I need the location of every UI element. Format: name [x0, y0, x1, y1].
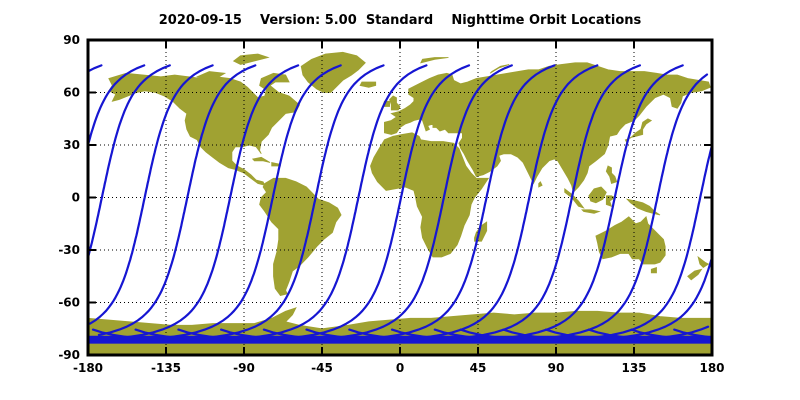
x-tick-label: 45 [470, 361, 487, 375]
x-tick-label: -180 [73, 361, 103, 375]
orbit-track [305, 64, 642, 342]
orbit-track [134, 64, 471, 342]
landmass-cuba [251, 156, 271, 163]
x-tick-label: 0 [396, 361, 404, 375]
landmass-novaya-zemlya [489, 64, 510, 74]
landmass-africa [370, 132, 490, 258]
landmass-sulawesi [605, 195, 616, 207]
y-tick-label: -60 [58, 296, 80, 310]
landmass-victoria-island [196, 71, 227, 79]
landmass-south-america [259, 177, 342, 296]
y-tick-label: 60 [63, 86, 80, 100]
landmass-new-zealand-south [687, 268, 703, 281]
orbit-track [433, 144, 712, 342]
orbit-track [88, 64, 146, 144]
landmass-ellesmere-island [232, 53, 270, 65]
landmass-new-zealand-north [697, 255, 710, 269]
plot-frame [86, 38, 714, 357]
orbit-track [88, 64, 103, 73]
landmass-japan [624, 118, 653, 145]
orbit-track [88, 64, 171, 258]
landmass-sri-lanka [538, 181, 543, 188]
y-tick-label: -90 [58, 348, 80, 362]
landmass-iceland [359, 81, 377, 88]
orbit-track [390, 73, 709, 342]
landmass-british-isles [389, 95, 401, 111]
landmass-svalbard [420, 57, 449, 64]
orbit-track [97, 64, 257, 337]
orbit-track [177, 64, 513, 342]
landmass-new-guinea [625, 198, 661, 216]
landmass-borneo [588, 186, 607, 204]
orbit-track [91, 64, 428, 342]
orbit-track [348, 64, 684, 342]
x-tick-label: 135 [621, 361, 646, 375]
track-layer [88, 64, 712, 344]
orbit-track [104, 64, 342, 342]
orbit-track [262, 64, 599, 342]
landmass-java [581, 209, 601, 214]
x-tick-label: -135 [151, 361, 181, 375]
landmass-philippines [605, 165, 618, 185]
south-orbit-band [88, 335, 712, 344]
orbit-track [108, 64, 300, 341]
y-tick-label: 0 [72, 191, 80, 205]
landmass-baffin-island [259, 72, 290, 90]
y-tick-label: 90 [63, 33, 80, 47]
orbit-track [102, 64, 385, 342]
orbit-track [220, 64, 556, 342]
x-tick-label: 90 [548, 361, 565, 375]
plot-title: 2020-09-15 Version: 5.00 Standard Nightt… [158, 13, 642, 28]
orbit-track [88, 64, 214, 325]
x-tick-label: -45 [311, 361, 333, 375]
landmass-eurasia [384, 62, 711, 194]
landmass-tasmania [650, 266, 657, 274]
y-tick-label: -30 [58, 243, 80, 257]
x-tick-label: 180 [699, 361, 724, 375]
y-tick-label: 30 [63, 138, 80, 152]
axes-layer: -180 -135 -90 -45 0 45 90 135 180 90 60 30 0 -30 -60 -9… [58, 33, 724, 375]
landmass-australia [595, 216, 666, 265]
x-tick-label: -90 [233, 361, 255, 375]
